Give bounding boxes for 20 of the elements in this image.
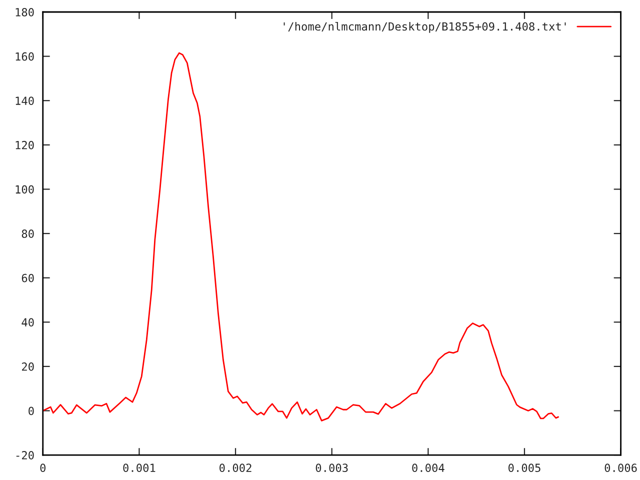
x-tick-label: 0.006 — [604, 464, 637, 472]
y-tick-label: 180 — [16, 8, 34, 16]
x-tick-label: 0.001 — [123, 464, 156, 472]
y-tick-label: 160 — [16, 52, 34, 61]
x-tick-label: 0 — [40, 464, 46, 472]
y-tick-label: 80 — [22, 230, 34, 238]
x-tick-label: 0.002 — [220, 464, 252, 472]
y-tick-label: -20 — [16, 451, 34, 460]
y-tick-label: 20 — [22, 362, 34, 371]
line-series — [42, 52, 559, 422]
y-tick-label: 120 — [16, 140, 34, 150]
y-tick-label: 140 — [16, 96, 34, 106]
x-tick-label: 0.004 — [412, 464, 444, 472]
y-tick-label: 100 — [16, 185, 34, 194]
x-tick-label: 0.003 — [316, 464, 348, 472]
y-tick-label: 0 — [28, 406, 34, 416]
y-tick-label: 40 — [22, 318, 34, 327]
y-tick-label: 60 — [22, 274, 34, 282]
x-tick-label: 0.005 — [508, 464, 540, 472]
legend-label: '/home/nlmcmann/Desktop/B1855+09.1.408.txt' — [284, 22, 566, 33]
